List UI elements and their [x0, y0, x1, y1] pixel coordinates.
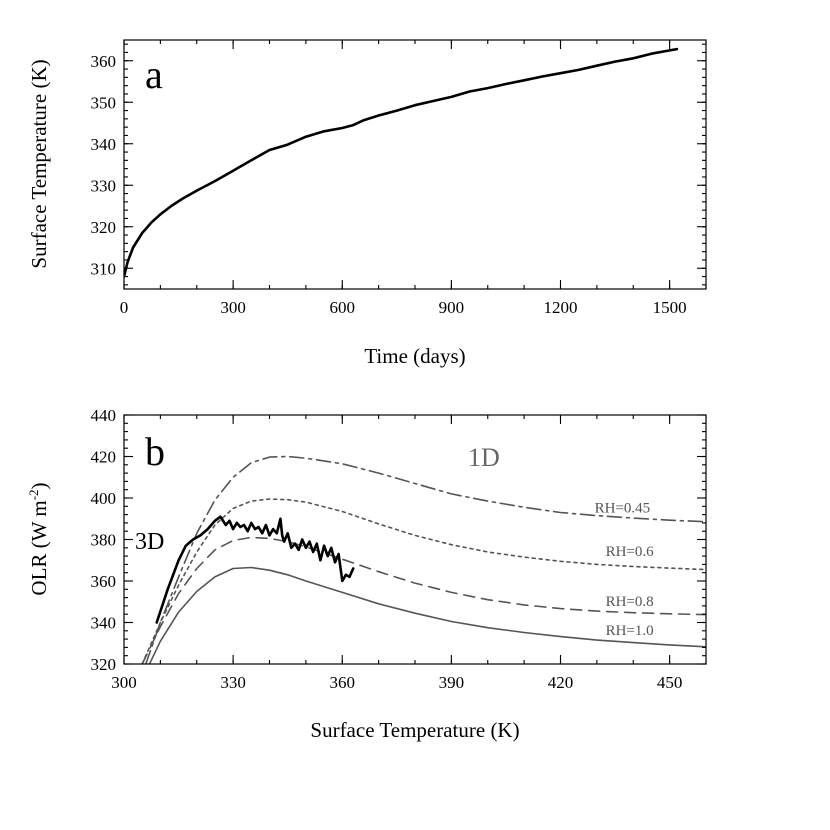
panel-b-x-axis-label: Surface Temperature (K)	[310, 718, 519, 742]
panel-b-label: b	[145, 429, 165, 474]
panel-b-x-tick-label: 390	[439, 673, 465, 692]
series-label-rh-0-6: RH=0.6	[606, 544, 655, 560]
panel-b-y-axis-label-superscript: -2	[26, 489, 41, 500]
panel-a-y-axis-label: Surface Temperature (K)	[27, 59, 51, 268]
panel-a: 0 300 600 900 1200 1500 310 320 330 340 350 360 a T…	[27, 39, 707, 368]
panel-a-y-tick-label: 360	[91, 52, 117, 71]
panel-b-series-rh-0-8	[141, 536, 706, 664]
panel-a-ticks: 0 300 600 900 1200 1500 310 320 330 340 350 360	[91, 40, 707, 317]
panel-b-y-tick-label: 340	[91, 614, 117, 633]
panel-b-y-axis-label-end: )	[27, 482, 51, 489]
panel-a-y-tick-label: 310	[91, 259, 117, 278]
panel-b-series-rh-0-6	[141, 498, 706, 664]
panel-b-y-tick-label: 440	[91, 406, 117, 425]
series-label-rh-0-45: RH=0.45	[595, 501, 651, 517]
panel-b-y-tick-label: 400	[91, 489, 117, 508]
panel-b-y-axis-label-main: OLR (W m	[27, 500, 51, 595]
panel-a-x-tick-label: 600	[330, 298, 356, 317]
panel-a-y-tick-label: 320	[91, 218, 117, 237]
panel-a-label: a	[145, 52, 163, 97]
panel-b-x-tick-label: 360	[330, 673, 356, 692]
panel-a-x-tick-label: 1200	[544, 298, 578, 317]
label-3d: 3D	[135, 529, 164, 555]
panel-a-y-tick-label: 350	[91, 93, 117, 112]
panel-a-x-tick-label: 0	[120, 298, 129, 317]
panel-a-x-tick-label: 1500	[653, 298, 687, 317]
series-label-rh-1-0: RH=1.0	[606, 623, 654, 639]
panel-b-y-tick-label: 320	[91, 655, 117, 674]
panel-b-y-tick-label: 360	[91, 572, 117, 591]
panel-a-x-axis-label: Time (days)	[364, 344, 465, 368]
panel-b-y-tick-label: 380	[91, 531, 117, 550]
panel-b-series-labels: RH=0.45 RH=0.6 RH=0.8 RH=1.0	[595, 501, 655, 639]
series-label-rh-0-8: RH=0.8	[606, 594, 654, 610]
panel-b-series-rh-0-45	[145, 455, 706, 664]
panel-a-data	[124, 47, 679, 278]
label-1d: 1D	[468, 443, 500, 472]
panel-b-data	[141, 455, 706, 664]
panel-a-x-tick-label: 300	[220, 298, 246, 317]
panel-b-y-axis-label: OLR (W m-2)	[26, 482, 51, 595]
panel-a-y-tick-label: 330	[91, 176, 117, 195]
panel-b-x-tick-label: 300	[111, 673, 137, 692]
panel-b-x-tick-label: 450	[657, 673, 683, 692]
panel-b-series-rh-1-0	[148, 566, 706, 664]
panel-b-ticks: 300 330 360 390 420 450 320 340 360 380 400 420 440	[91, 406, 707, 692]
panel-a-x-tick-label: 900	[439, 298, 465, 317]
panel-a-series-surface-temperature	[124, 47, 679, 278]
panel-b-x-tick-label: 330	[220, 673, 246, 692]
panel-a-y-tick-label: 340	[91, 135, 117, 154]
panel-b: 300 330 360 390 420 450320340360380400420440 …	[26, 406, 707, 742]
panel-b-series-3d	[155, 515, 355, 624]
panel-b-y-tick-label: 420	[91, 448, 117, 467]
panel-b-x-tick-label: 420	[548, 673, 574, 692]
